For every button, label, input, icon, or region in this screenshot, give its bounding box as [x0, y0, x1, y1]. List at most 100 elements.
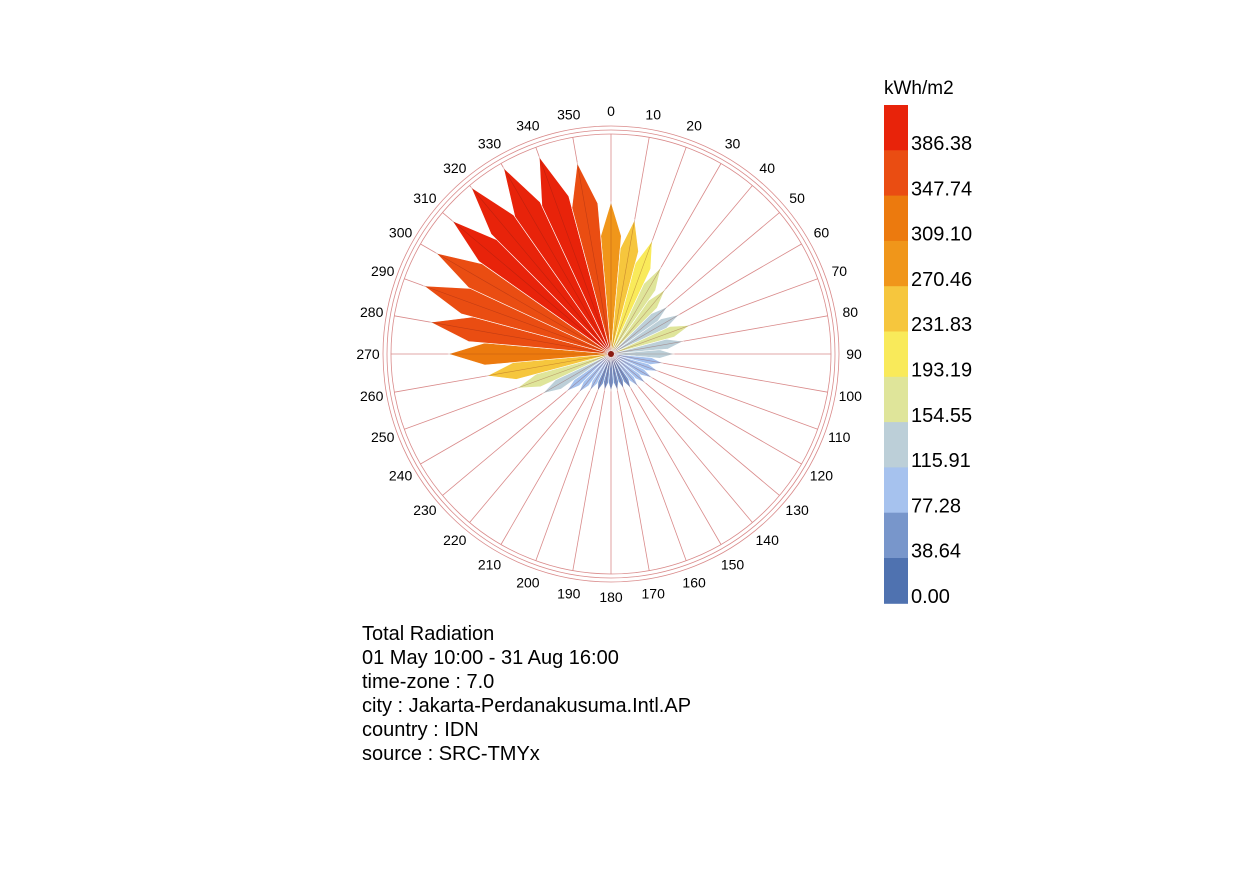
- petal-midline: [423, 285, 612, 355]
- tick-label-190: 190: [557, 585, 581, 601]
- tick-label-210: 210: [478, 556, 502, 572]
- tick-label-50: 50: [789, 190, 805, 206]
- legend-swatch: [884, 512, 908, 559]
- petal-midline: [471, 187, 612, 355]
- petal-midline: [517, 353, 612, 389]
- tick-label-110: 110: [828, 429, 851, 445]
- petal-midline: [610, 341, 684, 355]
- rose-ring: [386, 129, 836, 579]
- petal-midline: [610, 353, 639, 387]
- tick-label-320: 320: [443, 160, 467, 176]
- petal-midline: [539, 156, 612, 355]
- legend-swatch: [884, 422, 908, 468]
- petal-midline: [452, 220, 612, 355]
- petal-midline: [542, 353, 612, 394]
- petal-midline: [487, 353, 612, 377]
- tick-label-70: 70: [832, 263, 848, 279]
- petal-midline: [610, 306, 668, 355]
- tick-label-200: 200: [516, 574, 540, 590]
- legend-label: 115.91: [911, 450, 971, 472]
- legend-label: 154.55: [911, 405, 972, 427]
- tick-label-270: 270: [356, 346, 380, 362]
- tick-label-150: 150: [721, 556, 745, 572]
- rose-petals: [423, 156, 691, 394]
- tick-label-280: 280: [360, 304, 384, 320]
- petal-midline: [610, 353, 624, 389]
- tick-label-250: 250: [371, 429, 395, 445]
- info-line: 01 May 10:00 - 31 Aug 16:00: [362, 647, 619, 669]
- info-line: city : Jakarta-Perdanakusuma.Intl.AP: [362, 695, 692, 717]
- legend-swatch: [884, 105, 908, 151]
- tick-label-80: 80: [843, 304, 859, 320]
- tick-label-230: 230: [413, 502, 437, 518]
- petal-midline: [610, 240, 653, 355]
- direction-tick-labels: 0 10 20 30 40 50 60 70 80 90 100 110 120 130 140 150 160…: [356, 103, 862, 605]
- tick-label-40: 40: [759, 160, 775, 176]
- legend-swatch: [884, 558, 908, 604]
- tick-label-160: 160: [682, 574, 706, 590]
- tick-label-20: 20: [686, 118, 702, 134]
- petal-midline: [436, 252, 612, 355]
- legend-label: 309.10: [911, 224, 972, 246]
- legend-swatch: [884, 376, 908, 423]
- petal-midline: [578, 353, 612, 393]
- info-block: Total Radiation 01 May 10:00 - 31 Aug 16:…: [362, 622, 691, 766]
- legend-swatch: [884, 150, 908, 197]
- petal-midline: [610, 267, 662, 355]
- legend-label: 386.38: [911, 133, 972, 155]
- legend-swatch: [884, 240, 908, 287]
- petal-midline: [610, 353, 652, 378]
- tick-label-120: 120: [810, 468, 834, 484]
- petal-midline: [589, 353, 612, 391]
- petal-midline: [610, 353, 646, 383]
- legend-swatch: [884, 195, 908, 242]
- tick-label-220: 220: [443, 532, 467, 548]
- tick-label-290: 290: [371, 263, 395, 279]
- tick-label-310: 310: [413, 190, 437, 206]
- tick-label-130: 130: [785, 502, 809, 518]
- tick-label-340: 340: [516, 118, 540, 134]
- legend-label: 193.19: [911, 360, 972, 382]
- rose-petal-350: [571, 162, 612, 355]
- tick-label-10: 10: [645, 107, 661, 123]
- legend-label: 347.74: [911, 178, 972, 200]
- petal-midline: [610, 353, 631, 389]
- info-line: source : SRC-TMYx: [362, 743, 540, 765]
- tick-label-330: 330: [478, 136, 502, 152]
- petal-midline: [610, 219, 635, 355]
- tick-label-240: 240: [389, 468, 413, 484]
- petal-midline: [597, 353, 612, 392]
- petal-midline: [577, 163, 612, 355]
- petal-midline: [610, 353, 618, 391]
- petal-midline: [503, 167, 612, 355]
- color-legend: kWh/m2 386.38 347.74 309.10 270.46 231.83 193…: [884, 78, 972, 608]
- petal-midline: [610, 314, 680, 355]
- tick-label-60: 60: [814, 225, 830, 241]
- petal-midline: [610, 325, 690, 355]
- petal-midline: [610, 353, 663, 364]
- tick-label-140: 140: [756, 532, 780, 548]
- petal-midline: [566, 353, 612, 392]
- legend-label: 77.28: [911, 495, 961, 517]
- tick-label-300: 300: [389, 225, 413, 241]
- tick-label-180: 180: [599, 589, 623, 605]
- legend-swatch: [884, 467, 908, 514]
- legend-unit-title: kWh/m2: [884, 78, 954, 99]
- tick-label-100: 100: [839, 388, 863, 404]
- petal-midline: [610, 289, 666, 355]
- tick-label-30: 30: [725, 136, 741, 152]
- tick-label-0: 0: [607, 103, 615, 119]
- tick-label-170: 170: [642, 585, 666, 601]
- rose-ring: [382, 125, 840, 583]
- legend-label: 231.83: [911, 314, 972, 336]
- petal-midline: [604, 353, 612, 391]
- tick-label-260: 260: [360, 388, 384, 404]
- legend-swatch: [884, 331, 908, 378]
- info-line: country : IDN: [362, 719, 479, 741]
- tick-label-90: 90: [846, 346, 862, 362]
- rose-center: [608, 351, 614, 357]
- legend-swatch: [884, 286, 908, 332]
- legend-label: 38.64: [911, 541, 961, 563]
- legend-label: 0.00: [911, 586, 950, 608]
